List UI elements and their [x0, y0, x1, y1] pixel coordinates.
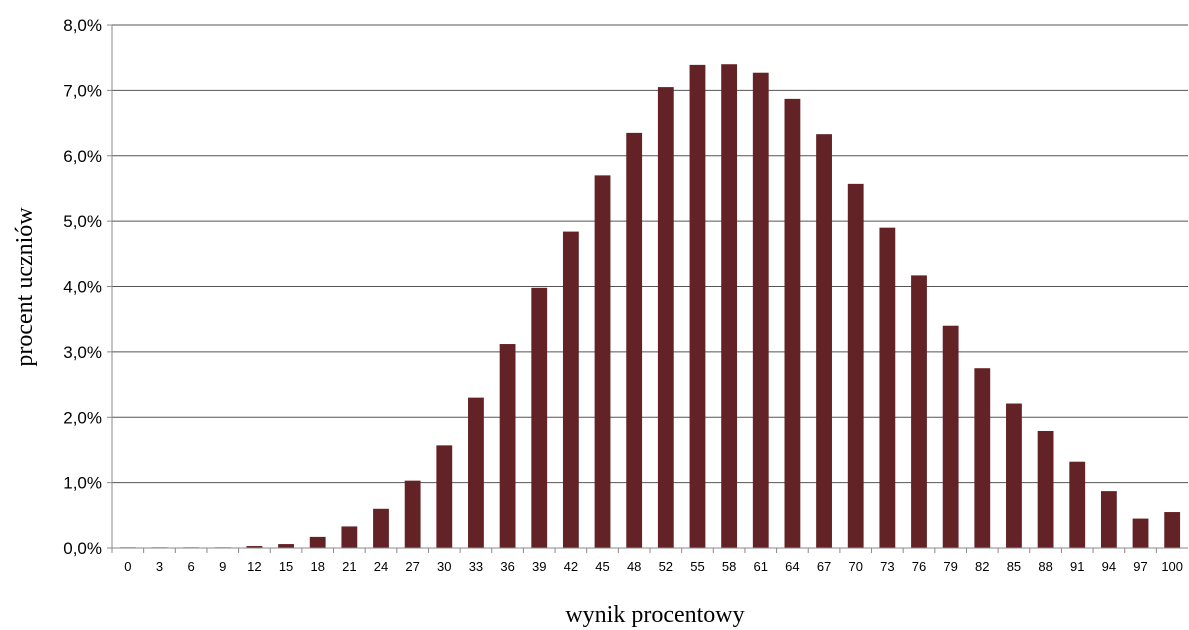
x-tick-label: 73	[880, 559, 894, 574]
bar	[468, 397, 484, 548]
x-tick-label: 27	[405, 559, 419, 574]
x-tick-label: 0	[124, 559, 131, 574]
bar	[784, 98, 801, 548]
x-tick-label: 12	[247, 559, 261, 574]
bar	[974, 368, 991, 548]
bar	[531, 287, 548, 548]
x-tick-label: 55	[690, 559, 704, 574]
bar	[657, 87, 674, 548]
bar	[404, 480, 421, 548]
bar	[1069, 461, 1086, 548]
x-tick-label: 70	[848, 559, 862, 574]
bar	[499, 344, 516, 548]
x-tick-label: 3	[156, 559, 163, 574]
y-tick-labels: 0,0% 1,0% 2,0% 3,0% 4,0% 5,0% 6,0% 7,0% 8,0%	[63, 16, 102, 558]
bar	[309, 536, 326, 548]
y-axis-title: procent uczniów	[12, 207, 38, 367]
bar	[278, 544, 294, 548]
bar	[721, 64, 738, 548]
y-tick-label: 4,0%	[63, 278, 102, 297]
x-tick-label: 52	[659, 559, 673, 574]
x-tick-labels: 0 3 6 9 12 15 18 21 24 27 30 33 36 39 42 45 48 52 55 58 61 64…	[111, 548, 1183, 574]
bar	[1006, 403, 1022, 548]
x-tick-label: 39	[532, 559, 546, 574]
bar	[1164, 512, 1181, 548]
x-tick-label: 9	[219, 559, 226, 574]
bar	[341, 526, 358, 548]
bar	[879, 227, 896, 548]
x-tick-label: 76	[912, 559, 926, 574]
y-tick-label: 3,0%	[63, 343, 102, 362]
x-tick-label: 79	[943, 559, 957, 574]
bars	[119, 64, 1181, 549]
x-tick-label: 45	[595, 559, 609, 574]
bar	[689, 64, 706, 548]
bar	[942, 325, 959, 548]
gridlines	[107, 24, 1188, 549]
bar	[562, 231, 579, 548]
x-tick-label: 36	[500, 559, 514, 574]
x-tick-label: 33	[469, 559, 483, 574]
bar	[246, 546, 263, 548]
y-tick-label: 6,0%	[63, 147, 102, 166]
x-tick-label: 48	[627, 559, 641, 574]
x-tick-label: 85	[1007, 559, 1021, 574]
y-tick-label: 0,0%	[63, 539, 102, 558]
y-tick-label: 1,0%	[63, 474, 102, 493]
bar	[1132, 518, 1149, 548]
x-tick-label: 82	[975, 559, 989, 574]
bar	[626, 132, 643, 548]
y-tick-label: 7,0%	[63, 81, 102, 100]
y-tick-label: 2,0%	[63, 408, 102, 427]
bar	[752, 72, 769, 548]
x-tick-label: 97	[1133, 559, 1147, 574]
x-tick-label: 61	[754, 559, 768, 574]
bar	[1037, 430, 1054, 548]
x-tick-label: 15	[279, 559, 293, 574]
x-tick-label: 21	[342, 559, 356, 574]
bar	[1100, 491, 1117, 548]
x-axis-title: wynik procentowy	[565, 602, 744, 628]
bar	[373, 508, 389, 548]
y-tick-label: 8,0%	[63, 16, 102, 35]
bar	[594, 175, 611, 549]
x-tick-label: 64	[785, 559, 799, 574]
x-tick-label: 24	[374, 559, 388, 574]
x-tick-label: 18	[310, 559, 324, 574]
x-tick-label: 42	[564, 559, 578, 574]
x-tick-label: 91	[1070, 559, 1084, 574]
bar	[911, 275, 927, 548]
bar	[436, 445, 453, 548]
x-tick-label: 88	[1038, 559, 1052, 574]
x-tick-label: 100	[1161, 559, 1183, 574]
x-tick-label: 67	[817, 559, 831, 574]
x-tick-label: 94	[1102, 559, 1116, 574]
x-tick-label: 30	[437, 559, 451, 574]
x-tick-label: 58	[722, 559, 736, 574]
bar	[816, 134, 832, 548]
y-tick-label: 5,0%	[63, 212, 102, 231]
bar	[847, 183, 864, 548]
x-tick-label: 6	[188, 559, 195, 574]
